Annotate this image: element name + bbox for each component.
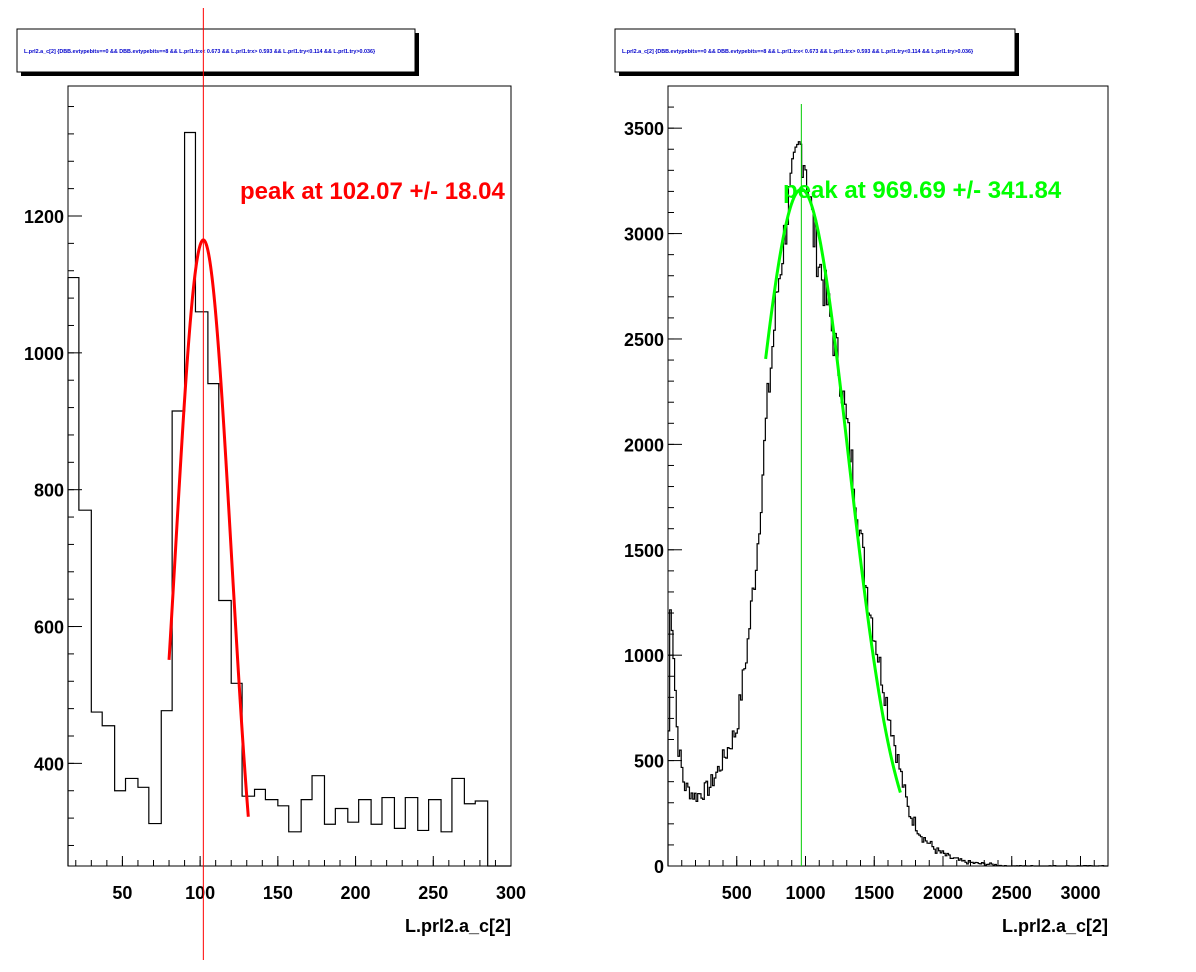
left-fit-curve [167,238,250,817]
left-x-axis-title: L.prl2.a_c[2] [405,916,511,936]
left-y-tick-label: 600 [34,618,64,638]
right-y-tick-label: 500 [634,752,664,772]
left-fit-line [167,238,250,817]
right-title-box [614,28,1016,73]
right-x-tick-label: 1500 [854,883,894,903]
right-histogram-line [667,141,1108,867]
left-y-tick-label: 1200 [24,207,64,227]
right-title: L.prl2.a_c[2] {DBB.evtypebits==0 && DBB.… [622,49,974,55]
right-y-tick-label: 3000 [624,225,664,245]
right-peak-annotation: peak at 969.69 +/- 341.84 [783,177,1062,204]
right-y-tick-label: 3500 [624,119,664,139]
right-fit-curve [764,187,902,793]
left-x-tick-label: 100 [185,883,215,903]
right-y-tick-label: 1000 [624,646,664,666]
right-y-tick-label: 0 [654,857,664,877]
left-y-tick-label: 400 [34,754,64,774]
right-histogram [667,141,1108,867]
right-x-tick-label: 2500 [992,883,1032,903]
left-peak-annotation: peak at 102.07 +/- 18.04 [240,178,506,205]
right-fit-line [764,187,902,793]
right-y-tick-label: 1500 [624,541,664,561]
left-panel: L.prl2.a_c[2] {DBB.evtypebits==0 && DBB.… [16,8,526,960]
right-axis-ticks: 500 1000 1500 2000 2500 3000 0 500 1000 1500 2000 2… [624,85,1109,903]
right-x-tick-label: 500 [722,883,752,903]
left-x-tick-label: 50 [112,883,132,903]
right-x-tick-label: 2000 [923,883,963,903]
left-x-tick-label: 150 [263,883,293,903]
right-panel: L.prl2.a_c[2] {DBB.evtypebits==0 && DBB.… [614,28,1109,936]
right-x-tick-label: 3000 [1060,883,1100,903]
right-x-axis-title: L.prl2.a_c[2] [1002,916,1108,936]
right-y-tick-label: 2000 [624,435,664,455]
left-axis-ticks: 50 100 150 200 250 300 400 600 800 1000 1200 [24,106,526,903]
left-title: L.prl2.a_c[2] {DBB.evtypebits==0 && DBB.… [24,49,376,55]
left-x-tick-label: 250 [418,883,448,903]
left-title-box [16,28,416,73]
right-y-tick-label: 2500 [624,330,664,350]
left-y-tick-label: 800 [34,481,64,501]
left-x-tick-label: 300 [496,883,526,903]
left-histogram [67,131,511,867]
left-histogram-line [67,131,511,867]
right-x-tick-label: 1000 [785,883,825,903]
left-y-tick-label: 1000 [24,344,64,364]
left-x-tick-label: 200 [341,883,371,903]
